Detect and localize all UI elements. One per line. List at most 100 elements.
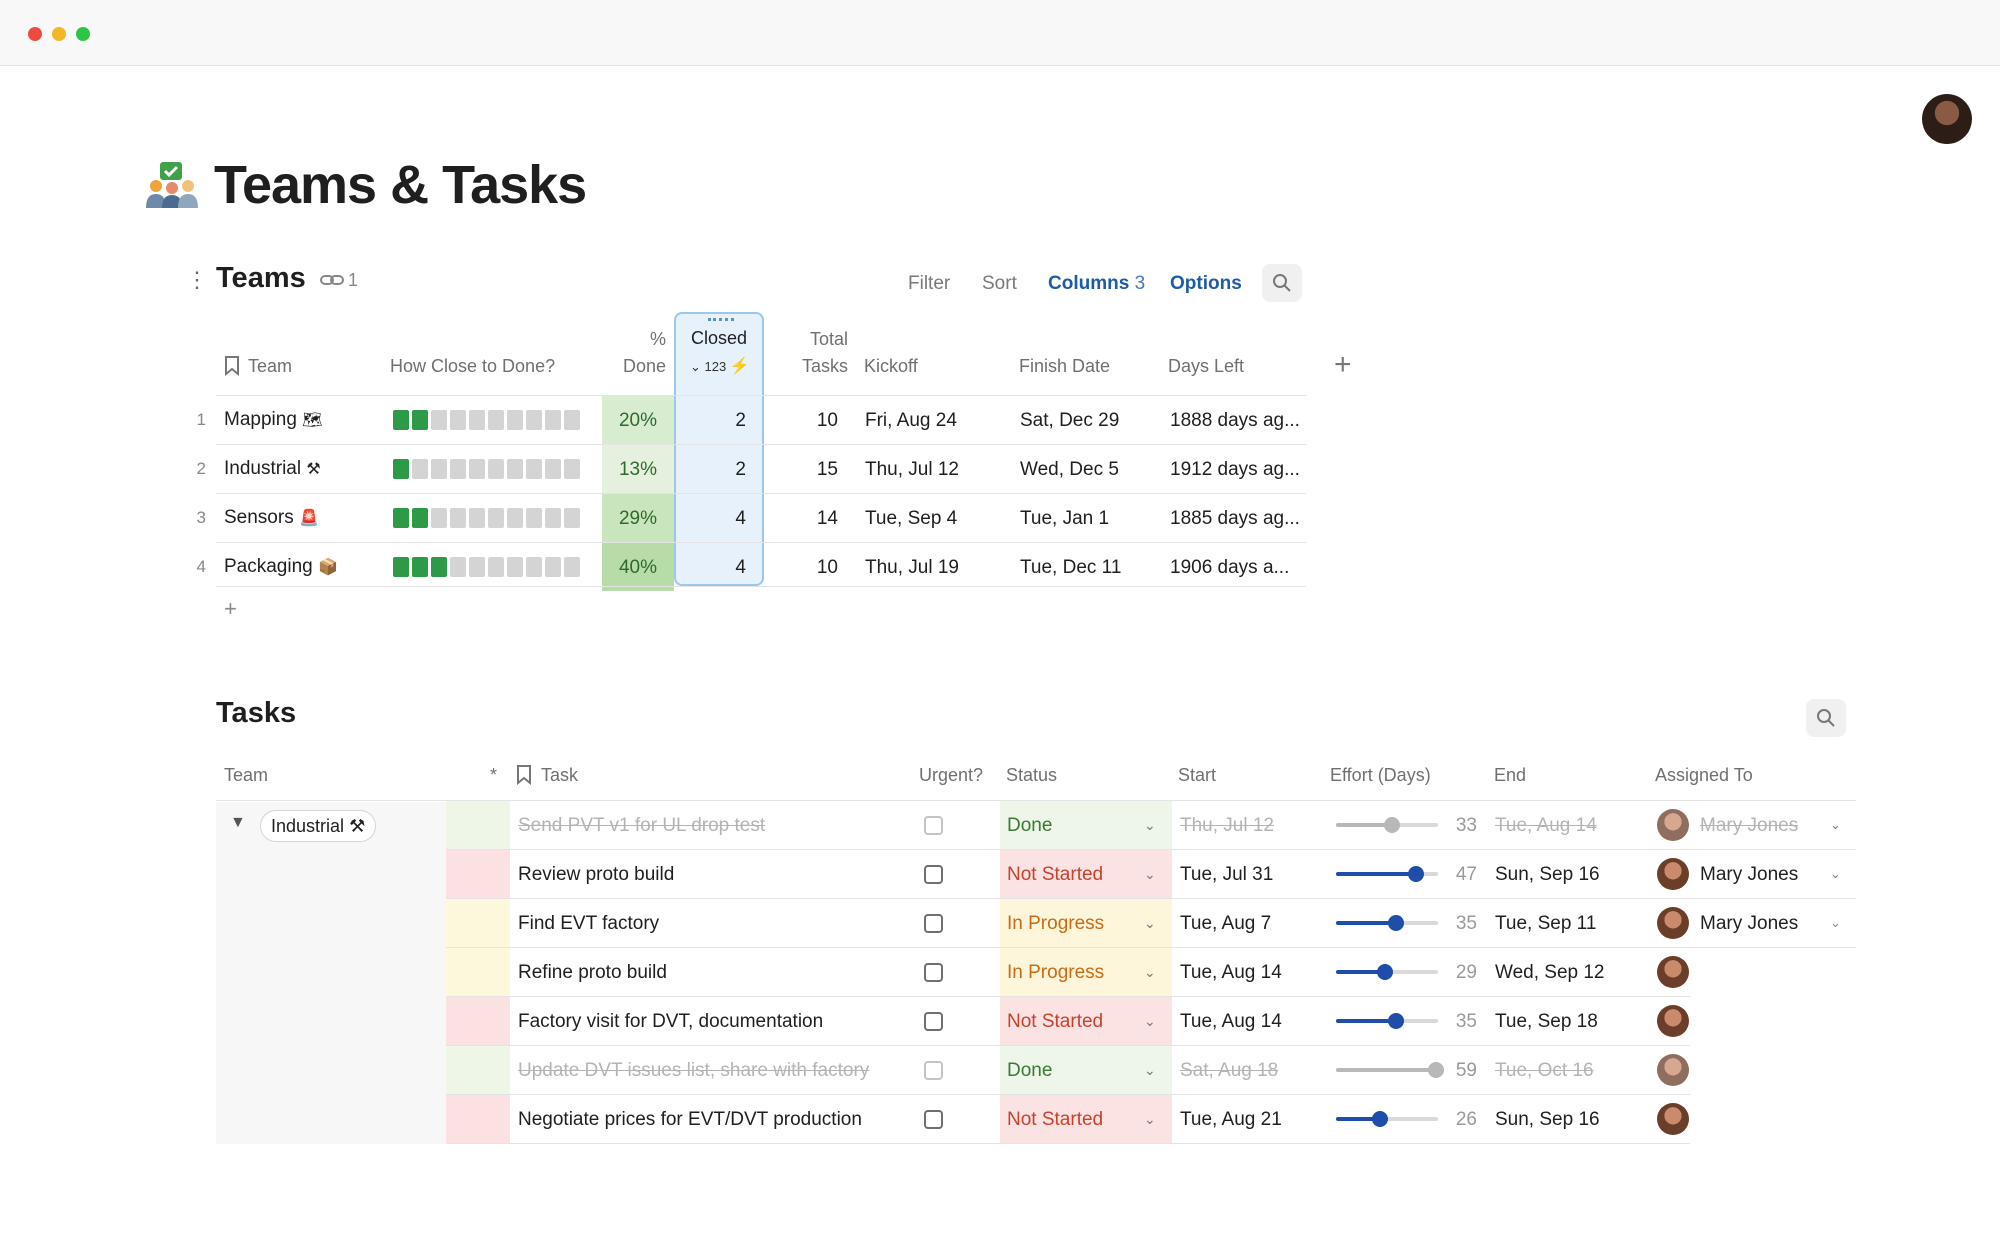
effort-slider[interactable] [1336, 1111, 1438, 1127]
status-cell-bg[interactable] [1000, 997, 1172, 1045]
effort-slider[interactable] [1336, 915, 1438, 931]
status-cell-bg[interactable] [1000, 801, 1172, 849]
kickoff-date[interactable]: Tue, Sep 4 [865, 508, 958, 529]
task-name[interactable]: Find EVT factory [518, 913, 660, 934]
team-name-cell[interactable]: Mapping 🗺 [224, 409, 322, 431]
assignee-name[interactable]: Mary Jones [1700, 815, 1799, 836]
header-end[interactable]: End [1494, 765, 1527, 785]
header-closed[interactable]: Closed [690, 328, 748, 348]
assignee-avatar[interactable] [1657, 956, 1689, 988]
closed-value[interactable]: 2 [735, 410, 746, 431]
header-task[interactable]: Task [541, 765, 579, 785]
effort-slider[interactable] [1336, 1062, 1445, 1078]
header-days-left[interactable]: Days Left [1168, 356, 1245, 376]
assignee-avatar[interactable] [1657, 1054, 1689, 1086]
status-cell-bg[interactable] [1000, 899, 1172, 947]
status-cell-bg[interactable] [1000, 1046, 1172, 1094]
assignee-name[interactable]: Mary Jones [1700, 913, 1799, 934]
effort-slider[interactable] [1336, 1013, 1438, 1029]
effort-slider-handle[interactable] [1387, 1013, 1404, 1029]
maximize-window-button[interactable] [76, 27, 90, 41]
chevron-down-icon[interactable]: ⌄ [1144, 964, 1156, 980]
start-date[interactable]: Thu, Jul 12 [1180, 815, 1274, 836]
chevron-down-icon[interactable]: ⌄ [1830, 866, 1841, 881]
assignee-avatar[interactable] [1657, 1005, 1689, 1037]
effort-slider[interactable] [1336, 964, 1438, 980]
group-label-industrial[interactable]: Industrial ⚒ [260, 810, 377, 842]
effort-slider-handle[interactable] [1372, 1111, 1389, 1127]
end-date[interactable]: Tue, Sep 18 [1495, 1011, 1598, 1032]
end-date[interactable]: Wed, Sep 12 [1495, 962, 1605, 983]
header-team[interactable]: Team [248, 356, 293, 376]
closed-column-highlight[interactable]: Closed ⌄ 123 ⚡ [674, 312, 764, 586]
effort-slider[interactable] [1336, 817, 1438, 833]
header-tasks[interactable]: Tasks [801, 356, 848, 376]
options-button[interactable]: Options [1170, 273, 1242, 294]
start-date[interactable]: Tue, Aug 21 [1180, 1109, 1282, 1130]
task-name[interactable]: Factory visit for DVT, documentation [518, 1011, 824, 1032]
header-finish-date[interactable]: Finish Date [1019, 356, 1111, 376]
header-done[interactable]: Done [622, 356, 666, 376]
filter-button[interactable]: Filter [908, 273, 951, 294]
days-left-value[interactable]: 1906 days a... [1170, 557, 1290, 578]
end-date[interactable]: Tue, Aug 14 [1495, 815, 1597, 836]
effort-slider-handle[interactable] [1384, 817, 1401, 833]
start-date[interactable]: Tue, Aug 14 [1180, 962, 1282, 983]
header-urgent[interactable]: Urgent? [919, 765, 984, 785]
end-date[interactable]: Sun, Sep 16 [1495, 1109, 1600, 1130]
total-tasks-value[interactable]: 15 [816, 459, 838, 480]
team-name-cell[interactable]: Sensors 🚨 [224, 507, 319, 529]
finish-date[interactable]: Sat, Dec 29 [1020, 410, 1120, 431]
closed-value[interactable]: 2 [735, 459, 746, 480]
header-assigned-to[interactable]: Assigned To [1655, 765, 1753, 785]
assignee-avatar[interactable] [1657, 1103, 1689, 1135]
assignee-avatar[interactable] [1657, 907, 1689, 939]
link-icon[interactable] [320, 271, 344, 289]
start-date[interactable]: Tue, Aug 14 [1180, 1011, 1282, 1032]
kickoff-date[interactable]: Fri, Aug 24 [865, 410, 957, 431]
header-kickoff[interactable]: Kickoff [864, 356, 918, 376]
effort-slider-handle[interactable] [1387, 915, 1404, 931]
header-start[interactable]: Start [1178, 765, 1217, 785]
status-cell-bg[interactable] [1000, 948, 1172, 996]
start-date[interactable]: Tue, Aug 7 [1180, 913, 1272, 934]
chevron-down-icon[interactable]: ⌄ [1144, 1111, 1156, 1127]
chevron-down-icon[interactable]: ⌄ [1144, 1062, 1156, 1078]
effort-slider-handle[interactable] [1407, 866, 1424, 882]
team-name-cell[interactable]: Packaging 📦 [224, 556, 338, 578]
status-cell-bg[interactable] [1000, 1095, 1172, 1143]
task-name[interactable]: Review proto build [518, 864, 675, 885]
column-drag-handle[interactable] [708, 318, 734, 322]
add-row-button[interactable]: + [224, 596, 237, 621]
task-name[interactable]: Send PVT v1 for UL drop test [518, 815, 766, 836]
urgent-checkbox[interactable] [924, 865, 943, 884]
assignee-avatar[interactable] [1657, 809, 1689, 841]
days-left-value[interactable]: 1912 days ag... [1170, 459, 1300, 480]
end-date[interactable]: Tue, Oct 16 [1495, 1060, 1594, 1081]
header-status[interactable]: Status [1006, 765, 1058, 785]
end-date[interactable]: Sun, Sep 16 [1495, 864, 1600, 885]
closed-value[interactable]: 4 [735, 508, 746, 529]
chevron-down-icon[interactable]: ⌄ [1144, 1013, 1156, 1029]
assignee-avatar[interactable] [1657, 858, 1689, 890]
task-name[interactable]: Update DVT issues list, share with facto… [518, 1060, 870, 1081]
total-tasks-value[interactable]: 10 [816, 557, 838, 578]
effort-slider-handle[interactable] [1428, 1062, 1445, 1078]
days-left-value[interactable]: 1888 days ag... [1170, 410, 1300, 431]
status-cell-bg[interactable] [1000, 850, 1172, 898]
chevron-down-icon[interactable]: ⌄ [1830, 817, 1841, 832]
days-left-value[interactable]: 1885 days ag... [1170, 508, 1300, 529]
tasks-search-button[interactable] [1806, 699, 1846, 737]
teams-search-button[interactable] [1262, 264, 1302, 302]
task-name[interactable]: Refine proto build [518, 962, 667, 983]
header-total[interactable]: Total [809, 329, 848, 349]
columns-button[interactable]: Columns 3 [1048, 273, 1145, 295]
task-name[interactable]: Negotiate prices for EVT/DVT production [518, 1109, 862, 1130]
kickoff-date[interactable]: Thu, Jul 19 [865, 557, 959, 578]
header-how-close[interactable]: How Close to Done? [390, 356, 556, 376]
finish-date[interactable]: Wed, Dec 5 [1020, 459, 1119, 480]
add-column-button[interactable]: + [1334, 348, 1352, 381]
collapse-group-icon[interactable]: ▼ [230, 814, 246, 831]
header-pct-symbol[interactable]: % [649, 329, 666, 349]
total-tasks-value[interactable]: 10 [816, 410, 838, 431]
